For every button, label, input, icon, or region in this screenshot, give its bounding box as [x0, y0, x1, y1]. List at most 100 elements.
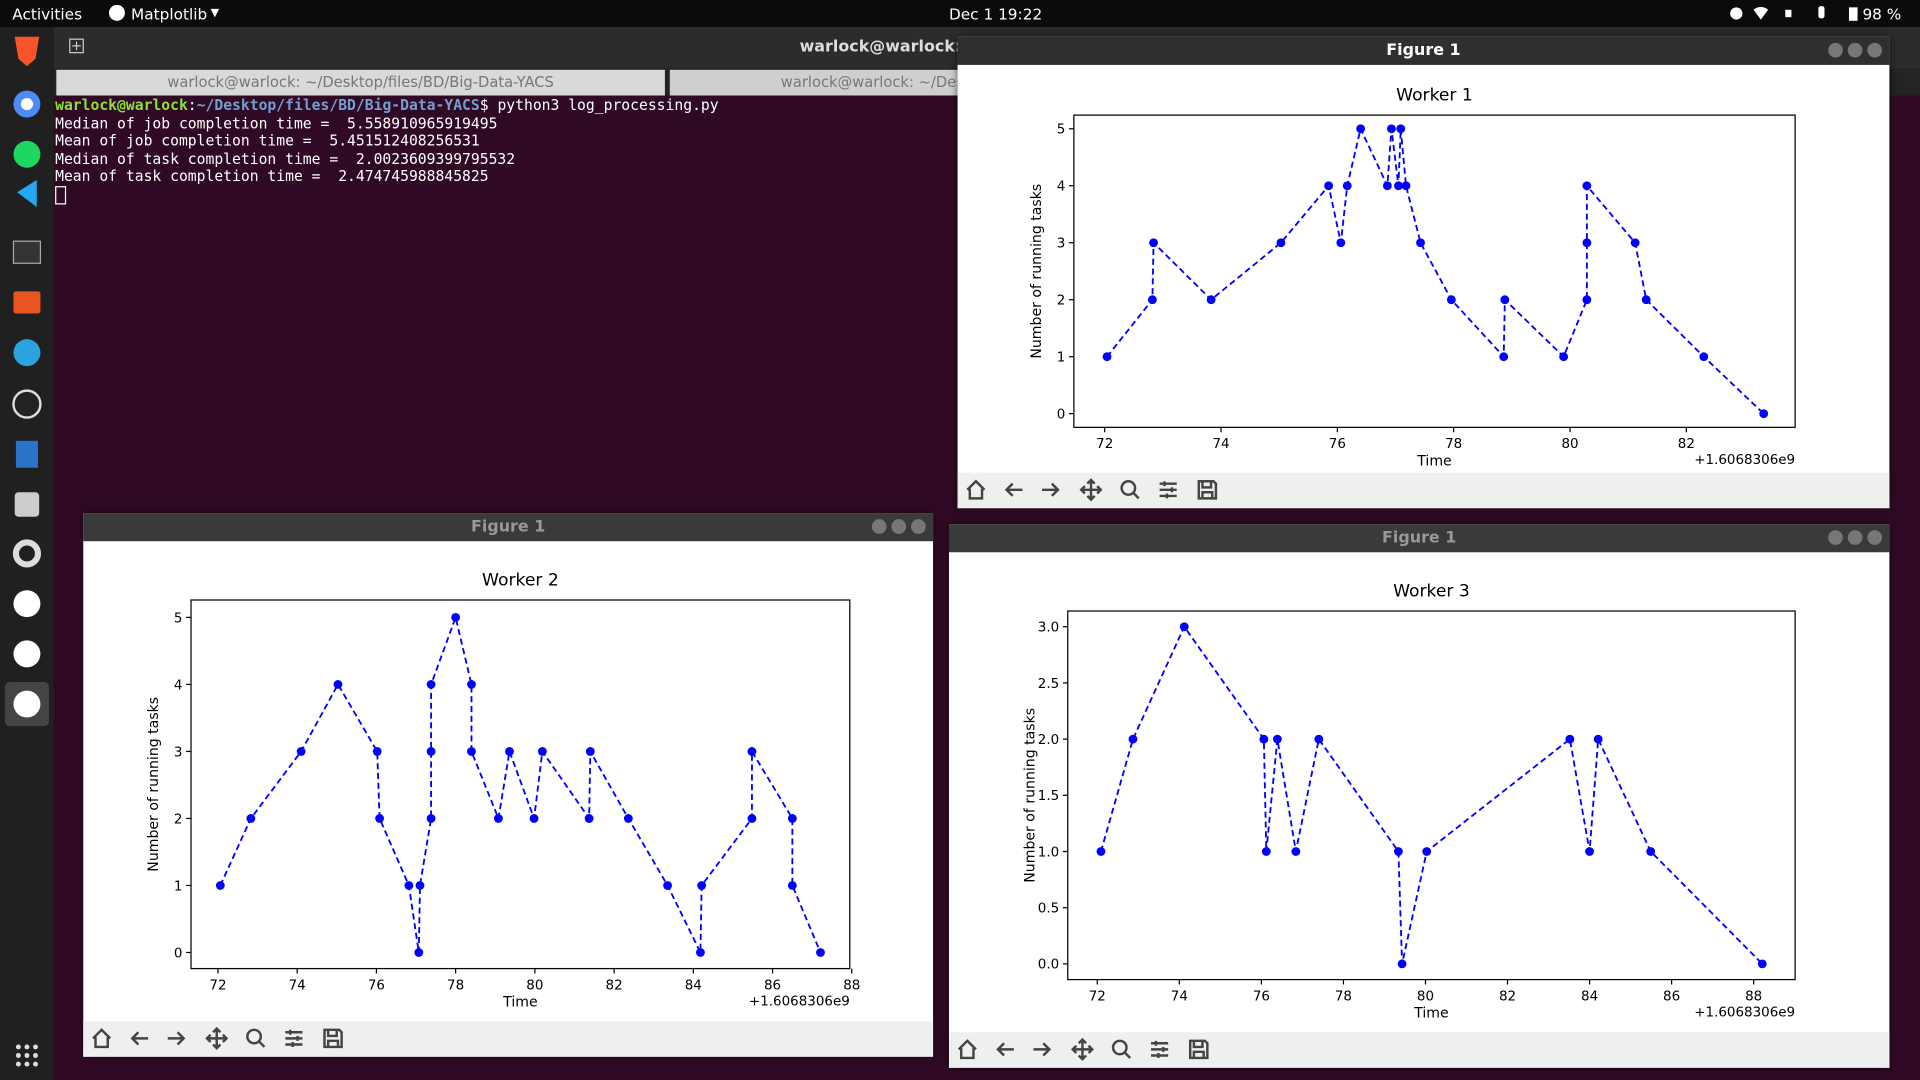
axes-frame: [1073, 114, 1796, 428]
data-point: [1261, 847, 1271, 856]
data-point: [1259, 734, 1269, 744]
toolbar-button[interactable]: [1111, 1039, 1132, 1059]
toolbar-button[interactable]: [1188, 1039, 1209, 1060]
activities[interactable]: Activities: [12, 4, 83, 24]
window-button[interactable]: [1867, 42, 1883, 58]
data-point: [1291, 847, 1301, 856]
toolbar-icons: [966, 478, 1218, 502]
menu-arrow: ▼: [210, 7, 220, 20]
figure-window: Figure 1 Worker 3 0.0 0.5 1.0 1.5 2.0 2.5 3.0 72 7…: [948, 524, 1890, 1068]
toolbar-button[interactable]: [205, 1026, 229, 1050]
status-icons: [1730, 6, 1858, 21]
data-point: [529, 814, 539, 823]
data-point: [296, 747, 306, 756]
data-point: [1499, 352, 1509, 362]
y-tick-label: 0.5: [1038, 902, 1059, 917]
toolbar-button[interactable]: [1042, 482, 1060, 497]
toolbar-button[interactable]: [167, 1031, 186, 1046]
window-button[interactable]: [1847, 42, 1863, 58]
y-tick-label: 3: [174, 745, 183, 760]
toolbar-button[interactable]: [92, 1028, 112, 1049]
toolbar-button[interactable]: [1079, 478, 1103, 502]
window-button[interactable]: [1847, 530, 1863, 545]
data-point: [747, 814, 757, 823]
toolbar-button[interactable]: [1033, 1042, 1052, 1057]
data-point: [1206, 295, 1216, 305]
battery-level: 98 %: [1862, 4, 1902, 24]
app-icon: [108, 4, 125, 21]
toolbar-button[interactable]: [1120, 480, 1140, 500]
toolbar: [957, 472, 1890, 509]
app-menu[interactable]: Matplotlib: [131, 4, 208, 24]
toolbar-button[interactable]: [323, 1028, 343, 1049]
data-point: [1646, 847, 1656, 856]
clock[interactable]: Dec 1 19:22: [948, 4, 1043, 24]
data-point: [333, 680, 343, 689]
toolbar-button[interactable]: [130, 1031, 149, 1046]
data-point: [375, 814, 384, 823]
data-point: [372, 747, 382, 756]
data-point: [1641, 295, 1651, 305]
data-point: [1272, 734, 1282, 744]
data-point: [246, 814, 256, 823]
toolbar-button[interactable]: [1151, 1040, 1169, 1058]
data-point: [1342, 181, 1352, 191]
x-tick-label: 76: [1253, 989, 1270, 1004]
y-tick-label: 0: [174, 946, 183, 961]
data-point: [1179, 622, 1189, 632]
window-button[interactable]: [891, 519, 907, 534]
data-point: [1397, 959, 1407, 969]
prompt-line: warlock@warlock:~/Desktop/files/BD/Big-D…: [55, 97, 719, 115]
window-button[interactable]: [1828, 42, 1843, 58]
data-line: [1106, 125, 1765, 415]
toolbar-button[interactable]: [246, 1028, 266, 1048]
toolbar-button[interactable]: [285, 1029, 303, 1047]
window-title: Figure 1: [83, 513, 934, 542]
window-button[interactable]: [911, 519, 926, 534]
toolbar-button[interactable]: [1070, 1037, 1094, 1061]
data-point: [816, 948, 825, 957]
tab[interactable]: warlock@warlock: ~/Desktop/files/BD/Big-…: [56, 69, 665, 96]
x-tick-label: 80: [526, 978, 543, 993]
figure-window: Figure 1 Worker 1 0 1 2 3 4 5 72 74 76 78 80 82 Time +1…: [957, 36, 1890, 509]
x-offset-label: +1.6068306e9: [1694, 453, 1795, 468]
y-tick-label: 2.5: [1038, 677, 1059, 692]
data-point: [1500, 295, 1510, 305]
dock-icons: [4, 36, 49, 1067]
window-button[interactable]: [1867, 530, 1883, 545]
prompt-path: ~/Desktop/files/BD/Big-Data-YACS: [196, 96, 480, 114]
toolbar-button[interactable]: [957, 1039, 977, 1060]
data-point: [1356, 124, 1366, 134]
x-tick-label: 76: [1329, 437, 1346, 452]
x-axis-label: Time: [1413, 1006, 1448, 1022]
window-button[interactable]: [871, 519, 887, 534]
data-point: [1593, 734, 1603, 744]
x-tick-label: 72: [1089, 989, 1106, 1004]
data-point: [1096, 847, 1106, 856]
new-tab-button[interactable]: [69, 38, 86, 55]
toolbar-button[interactable]: [966, 479, 986, 500]
figure-window: Figure 1 Worker 2 0 1 2 3 4 5 72 74 76 78 80 82 84 86 88…: [83, 513, 934, 1057]
data-point: [1314, 734, 1324, 744]
x-offset-label: +1.6068306e9: [749, 994, 850, 1009]
data-point: [1147, 295, 1157, 305]
toolbar-button[interactable]: [1004, 482, 1023, 497]
y-axis-label: Number of running tasks: [1029, 184, 1045, 359]
y-tick-label: 1: [174, 879, 183, 894]
window-button[interactable]: [1828, 530, 1843, 545]
data-point: [1582, 181, 1592, 191]
x-tick-label: 86: [1663, 989, 1680, 1004]
toolbar-button[interactable]: [1159, 481, 1177, 499]
axes-frame: [190, 599, 851, 970]
data-point: [451, 613, 461, 622]
data-line: [1100, 624, 1763, 965]
data-point: [1393, 847, 1403, 856]
figure-canvas: Worker 1 0 1 2 3 4 5 72 74 76 78 80 82 Time +1.6068306…: [1029, 85, 1796, 469]
x-tick-label: 76: [368, 978, 385, 993]
toolbar-button[interactable]: [1197, 480, 1218, 500]
x-tick-label: 84: [685, 978, 702, 993]
y-tick-label: 4: [174, 678, 183, 693]
toolbar-button[interactable]: [996, 1042, 1014, 1057]
data-point: [1276, 238, 1286, 248]
